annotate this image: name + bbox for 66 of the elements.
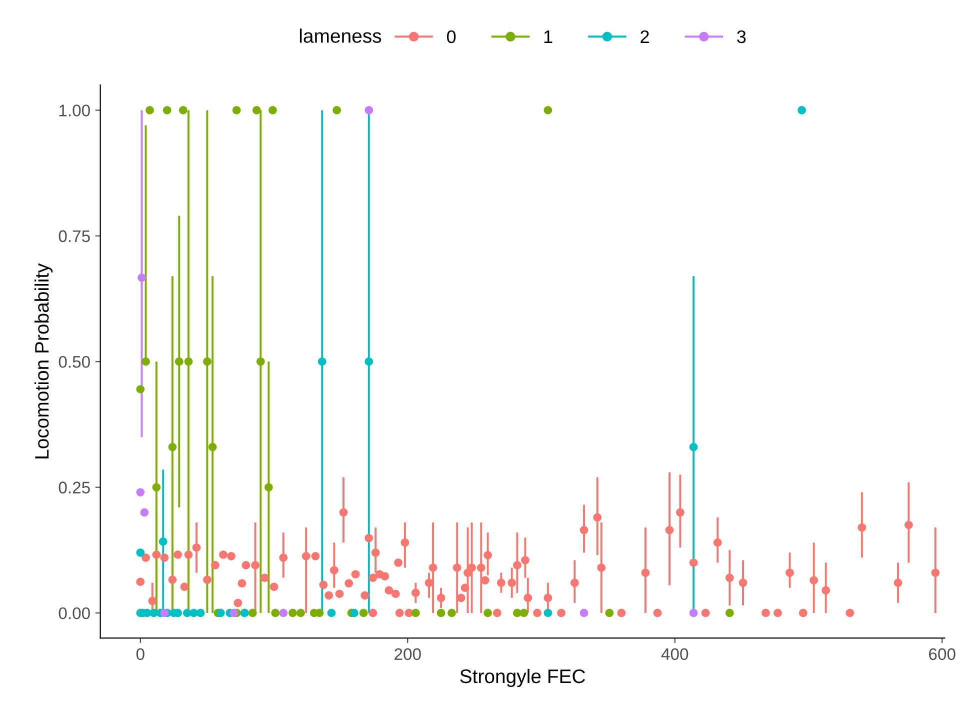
point <box>411 608 420 618</box>
legend-title: lameness <box>300 28 382 43</box>
y-axis-title: Locomotion Probability <box>34 263 53 458</box>
point <box>725 608 734 618</box>
x-axis-title: Strongyle FEC <box>460 668 586 688</box>
point <box>364 357 374 366</box>
y-tick-label: 0.75 <box>58 230 90 242</box>
point <box>136 488 145 496</box>
x-tick-label: 400 <box>661 648 688 660</box>
point <box>544 608 552 618</box>
x-tick-label: 200 <box>394 648 421 660</box>
point <box>318 357 326 366</box>
point <box>332 106 341 114</box>
point <box>544 106 552 114</box>
y-tick-label: 1.00 <box>59 104 90 116</box>
point <box>271 608 280 618</box>
point <box>256 357 265 366</box>
point <box>178 106 188 114</box>
point <box>520 608 528 618</box>
point <box>288 608 297 618</box>
legend-label: 0 <box>447 30 456 44</box>
point <box>364 106 374 114</box>
y-tick-label: 0.00 <box>58 607 90 620</box>
point <box>436 608 446 618</box>
legend-label: 2 <box>640 30 649 43</box>
point <box>136 548 145 557</box>
point <box>689 608 698 618</box>
point <box>136 385 145 394</box>
point <box>279 608 288 618</box>
point <box>216 608 225 618</box>
point <box>138 273 146 282</box>
point <box>580 608 588 618</box>
point <box>162 106 172 114</box>
point <box>689 442 698 452</box>
x-tick-label: 600 <box>929 648 956 660</box>
point <box>798 106 806 114</box>
point <box>203 357 212 366</box>
point <box>184 357 193 366</box>
point <box>174 357 184 366</box>
point <box>232 106 241 114</box>
y-tick-label: 0.50 <box>58 356 90 368</box>
point <box>448 608 456 618</box>
point <box>140 508 149 517</box>
point <box>196 608 205 618</box>
point <box>152 483 161 492</box>
point <box>168 442 177 452</box>
y-tick-label: 0.25 <box>58 482 90 494</box>
legend-label: 3 <box>737 30 746 44</box>
point <box>160 608 169 618</box>
point <box>264 483 273 492</box>
point <box>605 608 614 618</box>
point <box>158 537 168 546</box>
point <box>327 608 336 618</box>
point <box>359 608 368 618</box>
point <box>252 106 261 114</box>
point <box>230 608 238 618</box>
x-tick-label: 0 <box>136 648 144 660</box>
point <box>248 608 257 618</box>
point <box>296 608 305 618</box>
point <box>350 608 358 618</box>
point <box>142 357 150 366</box>
point <box>146 106 154 114</box>
point <box>208 442 217 452</box>
point <box>268 106 277 114</box>
point <box>484 608 492 618</box>
legend-label: 1 <box>544 30 552 43</box>
